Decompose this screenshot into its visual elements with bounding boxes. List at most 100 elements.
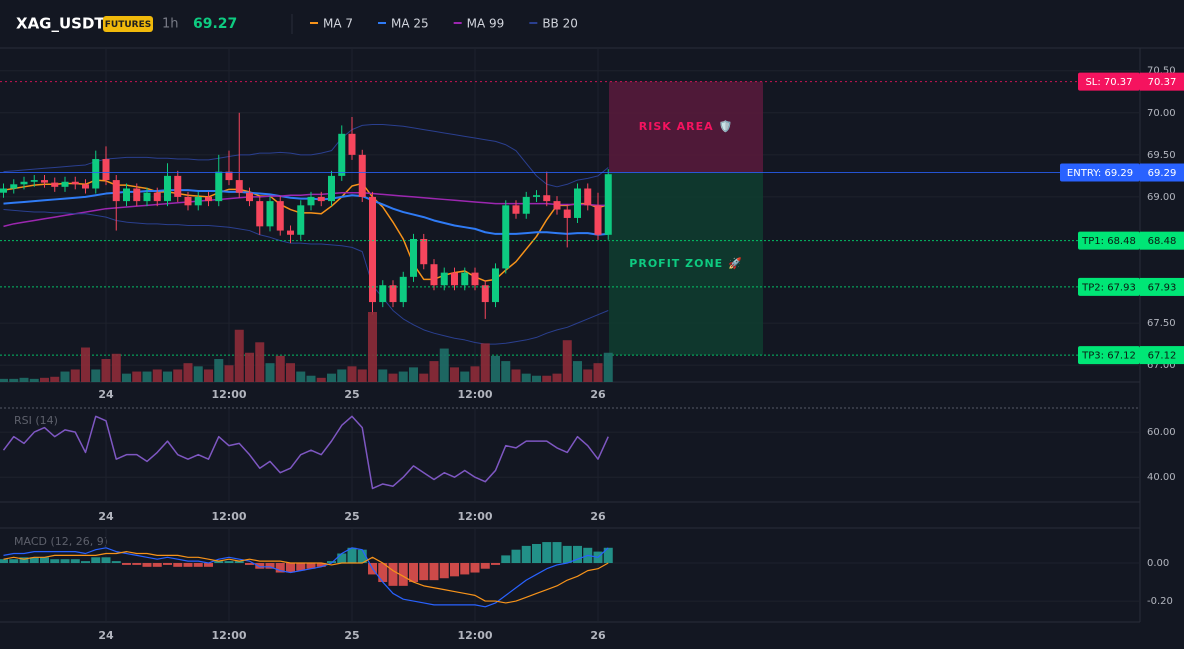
volume-bar — [419, 373, 429, 382]
volume-bar — [521, 373, 531, 382]
macd-histogram-bar — [470, 563, 480, 573]
volume-bar — [603, 352, 613, 382]
level-label-bg — [1078, 346, 1140, 365]
candle-body — [164, 175, 171, 202]
volume-bar — [460, 371, 470, 382]
macd-histogram-bar — [296, 563, 306, 571]
macd-histogram-bar — [460, 563, 470, 575]
macd-histogram-bar — [81, 561, 90, 564]
macd-histogram-bar — [0, 559, 8, 564]
symbol: XAG_USDT — [16, 15, 105, 33]
volume-bar — [50, 376, 60, 382]
candle-body — [399, 276, 407, 303]
macd-histogram-bar — [163, 563, 172, 565]
volume-bar — [29, 378, 39, 382]
candle-body — [502, 205, 510, 269]
candle-body — [461, 272, 469, 286]
candle-body — [184, 196, 192, 206]
y-tick-label: 0.00 — [1147, 558, 1169, 569]
macd-histogram-bar — [29, 557, 39, 564]
candle-body — [358, 154, 366, 197]
candle-body — [338, 133, 346, 176]
candle-body — [420, 238, 428, 265]
price-tag-bg — [1140, 346, 1184, 365]
volume-bar — [214, 359, 224, 382]
candle-body — [512, 205, 520, 214]
macd-histogram-bar — [286, 563, 295, 573]
candle-body — [584, 188, 592, 206]
candle-body — [533, 195, 540, 197]
macd-histogram-bar — [491, 563, 500, 565]
macd-histogram-bar — [409, 563, 418, 583]
y-tick-label: 67.00 — [1147, 360, 1176, 371]
candle-body — [543, 195, 551, 202]
macd-histogram-bar — [193, 563, 203, 567]
macd-histogram-bar — [275, 563, 285, 573]
macd-histogram-bar — [152, 563, 162, 567]
candle-body — [389, 285, 397, 303]
zone-label: RISK AREA 🛡️ — [639, 120, 733, 133]
interval: 1h — [162, 17, 179, 32]
x-tick-label: 25 — [344, 388, 359, 401]
macd-histogram-bar — [245, 563, 254, 565]
candle-body — [82, 184, 89, 189]
macd-histogram-bar — [357, 549, 367, 564]
last-price: 69.27 — [193, 16, 237, 32]
candle-body — [41, 180, 48, 183]
macd-histogram-bar — [480, 563, 490, 569]
candle-body — [440, 272, 448, 286]
volume-bar — [562, 340, 572, 382]
candle-body — [246, 192, 253, 202]
volume-bar — [234, 329, 244, 382]
candle-body — [225, 171, 233, 181]
volume-bar — [480, 343, 490, 382]
level-label: TP1: 68.48 — [1081, 236, 1136, 247]
candle-body — [379, 285, 387, 303]
candle-body — [287, 230, 294, 235]
volume-bar — [81, 347, 90, 382]
x-tick-label: 26 — [590, 629, 606, 642]
y-tick-label: -0.20 — [1147, 596, 1173, 607]
candle-body — [430, 264, 438, 286]
x-tick-label: 12:00 — [211, 629, 246, 642]
x-tick-label: 12:00 — [457, 388, 492, 401]
x-tick-label: 24 — [98, 388, 114, 401]
x-tick-label: 26 — [590, 388, 606, 401]
macd-histogram-bar — [450, 563, 459, 577]
y-tick-label: 40.00 — [1147, 472, 1176, 483]
candle-body — [410, 238, 417, 277]
candle-body — [553, 201, 561, 210]
macd-histogram-bar — [511, 549, 521, 564]
bb-lower — [3, 209, 609, 345]
legend-label: MA 25 — [391, 17, 429, 31]
volume-bar — [357, 369, 367, 382]
candle-body — [133, 188, 141, 202]
macd-histogram-bar — [9, 559, 19, 564]
price-tag-bg — [1140, 277, 1184, 296]
macd-histogram-bar — [542, 542, 552, 564]
level-label-bg — [1078, 231, 1140, 250]
candle-body — [205, 196, 212, 202]
candle-body — [522, 196, 530, 214]
x-tick-label: 12:00 — [211, 510, 246, 523]
candle-body — [481, 285, 489, 303]
macd-histogram-bar — [60, 559, 70, 564]
volume-bar — [152, 369, 162, 382]
level-label-bg — [1060, 163, 1140, 182]
y-tick-label: 70.50 — [1147, 66, 1176, 77]
candle-body — [492, 268, 499, 303]
candle-body — [123, 188, 130, 202]
candle-body — [51, 182, 59, 187]
price-tag: 67.12 — [1148, 351, 1177, 362]
candle-body — [471, 272, 479, 286]
candle-body — [317, 196, 325, 202]
candle-body — [328, 175, 335, 202]
macd-histogram-bar — [552, 542, 562, 564]
legend-label: BB 20 — [542, 17, 578, 31]
volume-bar — [450, 367, 459, 382]
candle-body — [20, 181, 28, 185]
macd-histogram-bar — [50, 559, 60, 564]
volume-bar — [255, 342, 265, 382]
